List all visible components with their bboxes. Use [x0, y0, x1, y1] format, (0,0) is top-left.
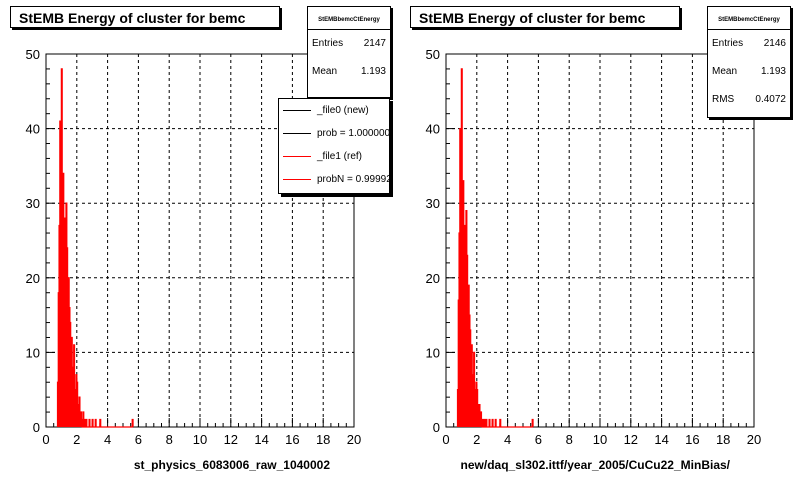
- x-tick-label: 20: [347, 432, 361, 447]
- histogram-series: [456, 68, 534, 428]
- stats-label: RMS: [712, 94, 735, 105]
- right-stats-mean: Mean 1.193: [708, 58, 790, 86]
- legend-entry: prob = 1.000000: [279, 122, 389, 145]
- left-chart-title-text: StEMB Energy of cluster for bemc: [19, 10, 246, 26]
- x-tick-label: 18: [316, 432, 330, 447]
- left-stats-entries: Entries 2147: [308, 30, 390, 58]
- x-tick-label: 10: [193, 432, 207, 447]
- legend-swatch: [283, 133, 311, 134]
- legend-swatch: [283, 110, 311, 111]
- x-tick-label: 20: [747, 432, 761, 447]
- right-stats-name: StEMBbemcCtEnergy: [708, 7, 790, 30]
- stats-label: Mean: [712, 66, 738, 77]
- stats-label: Entries: [712, 38, 744, 49]
- stats-value: 2147: [363, 38, 386, 49]
- stats-label: Mean: [312, 66, 338, 77]
- x-tick-label: 2: [73, 432, 80, 447]
- left-legend: _file0 (new) prob = 1.000000 _file1 (ref…: [278, 98, 390, 194]
- y-tick-label: 50: [26, 47, 40, 62]
- x-tick-label: 2: [473, 432, 480, 447]
- left-chart-title: StEMB Energy of cluster for bemc: [10, 6, 280, 28]
- x-tick-label: 16: [685, 432, 699, 447]
- x-tick-label: 6: [535, 432, 542, 447]
- x-tick-label: 14: [254, 432, 268, 447]
- right-stats-entries: Entries 2146: [708, 30, 790, 58]
- legend-entry: probN = 0.99992: [279, 168, 389, 191]
- legend-label: _file0 (new): [317, 105, 369, 116]
- y-tick-label: 30: [426, 196, 440, 211]
- y-tick-label: 10: [26, 345, 40, 360]
- legend-swatch: [283, 179, 311, 180]
- y-tick-label: 50: [426, 47, 440, 62]
- x-tick-label: 12: [624, 432, 638, 447]
- stats-value: 1.193: [760, 66, 786, 77]
- left-stats-mean: Mean 1.193: [308, 58, 390, 86]
- right-chart-title-text: StEMB Energy of cluster for bemc: [419, 10, 646, 26]
- x-tick-label: 14: [654, 432, 668, 447]
- histogram-series: [56, 68, 134, 428]
- left-stats-box: StEMBbemcCtEnergy Entries 2147 Mean 1.19…: [307, 6, 391, 98]
- right-stats-rms: RMS 0.4072: [708, 86, 790, 114]
- x-tick-label: 0: [42, 432, 49, 447]
- left-stats-name: StEMBbemcCtEnergy: [308, 7, 390, 30]
- stats-label: Entries: [312, 38, 344, 49]
- y-tick-label: 10: [426, 345, 440, 360]
- y-tick-label: 20: [426, 271, 440, 286]
- y-tick-label: 40: [26, 122, 40, 137]
- y-tick-label: 40: [426, 122, 440, 137]
- legend-label: _file1 (ref): [317, 151, 363, 162]
- right-stats-box: StEMBbemcCtEnergy Entries 2146 Mean 1.19…: [707, 6, 791, 118]
- x-tick-label: 6: [135, 432, 142, 447]
- stats-value: 0.4072: [755, 94, 786, 105]
- y-tick-label: 0: [433, 420, 440, 435]
- x-tick-label: 8: [566, 432, 573, 447]
- legend-entry: _file0 (new): [279, 99, 389, 122]
- x-tick-label: 4: [504, 432, 511, 447]
- x-tick-label: 10: [593, 432, 607, 447]
- stats-value: 1.193: [360, 66, 386, 77]
- x-tick-label: 16: [285, 432, 299, 447]
- legend-label: probN = 0.99992: [317, 174, 390, 185]
- right-chart-title: StEMB Energy of cluster for bemc: [410, 6, 680, 28]
- x-tick-label: 4: [104, 432, 111, 447]
- stats-value: 2146: [763, 38, 786, 49]
- x-tick-label: 12: [224, 432, 238, 447]
- legend-entry: _file1 (ref): [279, 145, 389, 168]
- y-tick-label: 0: [33, 420, 40, 435]
- x-tick-label: 8: [166, 432, 173, 447]
- legend-label: prob = 1.000000: [317, 128, 390, 139]
- x-axis-label: new/daq_sl302.ittf/year_2005/CuCu22_MinB…: [461, 458, 731, 472]
- legend-swatch: [283, 156, 311, 157]
- x-axis-label: st_physics_6083006_raw_1040002: [134, 458, 330, 472]
- y-tick-label: 20: [26, 271, 40, 286]
- x-tick-label: 18: [716, 432, 730, 447]
- x-tick-label: 0: [442, 432, 449, 447]
- y-tick-label: 30: [26, 196, 40, 211]
